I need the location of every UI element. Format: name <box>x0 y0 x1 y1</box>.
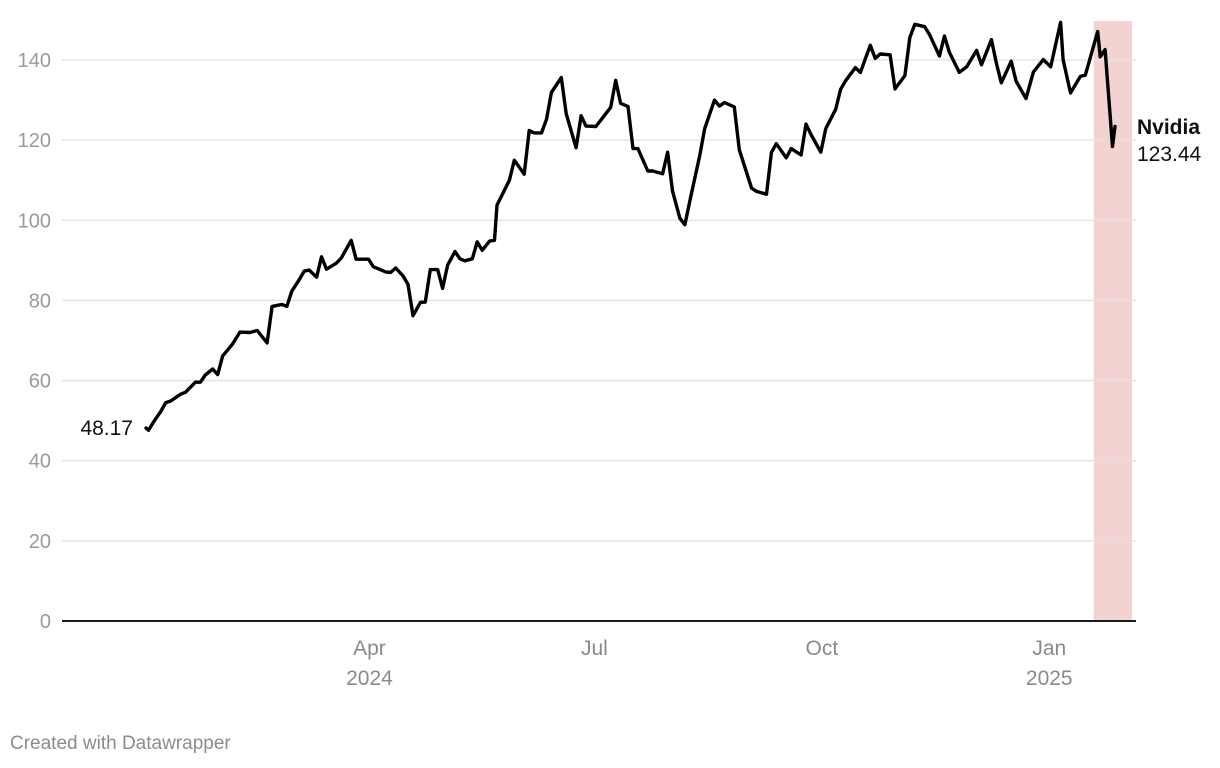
end-value-label: 123.44 <box>1137 143 1202 166</box>
y-tick-label: 20 <box>29 531 51 553</box>
start-value-label: 48.17 <box>80 417 133 440</box>
series-line-nvidia <box>144 20 1117 432</box>
x-tick-label: Jan <box>1032 637 1066 660</box>
series-name-label: Nvidia <box>1137 116 1200 139</box>
y-tick-label: 80 <box>29 290 51 312</box>
x-tick-label: Jul <box>581 637 608 660</box>
y-tick-label: 140 <box>18 50 51 72</box>
y-tick-label: 40 <box>29 451 51 473</box>
footer-credit: Created with Datawrapper <box>10 733 231 754</box>
y-axis-ticks: 0 20 40 60 80 100 120 140 <box>18 50 51 633</box>
x-tick-label: Oct <box>806 637 839 660</box>
y-tick-label: 60 <box>29 371 51 393</box>
x-axis-ticks: Apr 2024 Jul Oct Jan 2025 <box>346 637 1073 690</box>
y-tick-label: 100 <box>18 210 51 232</box>
gridlines <box>62 59 1136 542</box>
y-tick-label: 120 <box>18 130 51 152</box>
x-tick-sublabel: 2025 <box>1026 667 1073 690</box>
x-tick-sublabel: 2024 <box>346 667 393 690</box>
y-tick-label: 0 <box>40 611 51 633</box>
highlight-band <box>1093 21 1132 621</box>
x-tick-label: Apr <box>353 637 386 660</box>
